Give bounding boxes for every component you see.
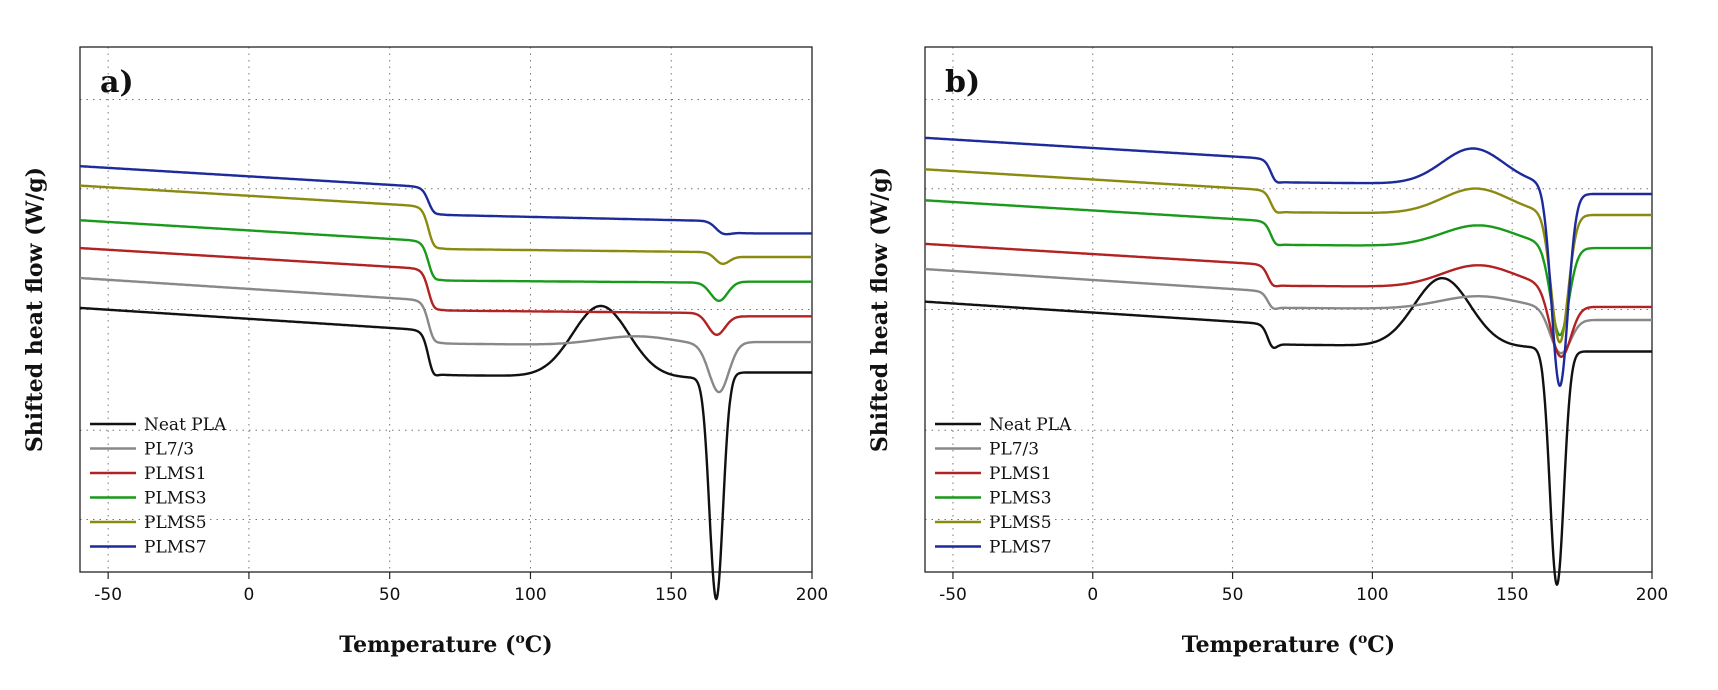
legend-entry: PLMS5	[989, 513, 1052, 533]
x-axis-label: Temperature (oC)	[1182, 631, 1395, 658]
x-tick-label: 150	[655, 585, 687, 605]
x-tick-label: 50	[1222, 585, 1244, 605]
x-tick-label: 200	[796, 585, 828, 605]
series-line-plms5	[924, 168, 1653, 344]
legend-entry: PLMS3	[144, 489, 207, 509]
x-tick-label: 50	[379, 585, 401, 605]
x-axis-label: Temperature (oC)	[339, 631, 552, 658]
x-axis-label-superscript: o	[1358, 631, 1367, 647]
legend-entry: PLMS7	[144, 538, 207, 558]
series-line-plms3	[924, 199, 1653, 337]
series-line-plms7	[79, 165, 813, 236]
legend: Neat PLA PL7/3 PLMS1 PLMS3 PLMS5 PLMS7	[90, 415, 227, 558]
x-tick-label: -50	[94, 585, 122, 605]
panel-label: b)	[945, 65, 980, 100]
series-line-pl7-3	[79, 276, 813, 394]
legend-entry: Neat PLA	[144, 415, 227, 435]
x-tick-label: -50	[939, 585, 967, 605]
series-line-pl7-3	[924, 267, 1653, 355]
legend-entry: Neat PLA	[989, 415, 1072, 435]
x-tick-label: 100	[514, 585, 546, 605]
y-axis-label: Shifted heat flow (W/g)	[867, 167, 893, 452]
x-tick-label: 0	[244, 585, 255, 605]
legend-entry: PLMS1	[989, 464, 1052, 484]
legend-entry: PLMS7	[989, 538, 1052, 558]
x-tick-label: 0	[1087, 585, 1098, 605]
x-tick-label: 100	[1356, 585, 1388, 605]
plot-frame	[79, 46, 813, 573]
x-axis-label-main: Temperature (	[339, 632, 515, 658]
series-line-plms3	[79, 219, 813, 302]
series-line-neat-pla	[79, 304, 813, 601]
legend-entry: PL7/3	[144, 440, 194, 460]
y-axis-label: Shifted heat flow (W/g)	[22, 167, 48, 452]
x-axis-label-main: Temperature (	[1182, 632, 1358, 658]
x-axis-label-unit: C)	[525, 632, 553, 658]
series-line-neat-pla	[924, 277, 1653, 586]
x-tick-label: 150	[1496, 585, 1528, 605]
panel-a: -50 0 50 100 150 200 a) Neat PLA PL7/3 PLMS1 PLMS3…	[22, 46, 828, 658]
legend-entry: PLMS1	[144, 464, 207, 484]
x-axis-label-superscript: o	[515, 631, 524, 647]
grid	[925, 47, 1653, 572]
x-tick-label: 200	[1636, 585, 1668, 605]
panel-b: -50 0 50 100 150 200 b) Neat PLA PL7/3 PLMS1 PLMS3…	[867, 46, 1668, 658]
panel-label: a)	[100, 65, 134, 100]
series-line-plms5	[79, 184, 813, 265]
plot-frame	[924, 46, 1653, 573]
series-line-plms7	[924, 136, 1653, 387]
legend: Neat PLA PL7/3 PLMS1 PLMS3 PLMS5 PLMS7	[935, 415, 1072, 558]
legend-entry: PLMS5	[144, 513, 207, 533]
legend-entry: PLMS3	[989, 489, 1052, 509]
series-line-plms1	[79, 246, 813, 336]
x-axis-label-unit: C)	[1367, 632, 1395, 658]
legend-entry: PL7/3	[989, 440, 1039, 460]
series-line-plms1	[924, 242, 1653, 358]
